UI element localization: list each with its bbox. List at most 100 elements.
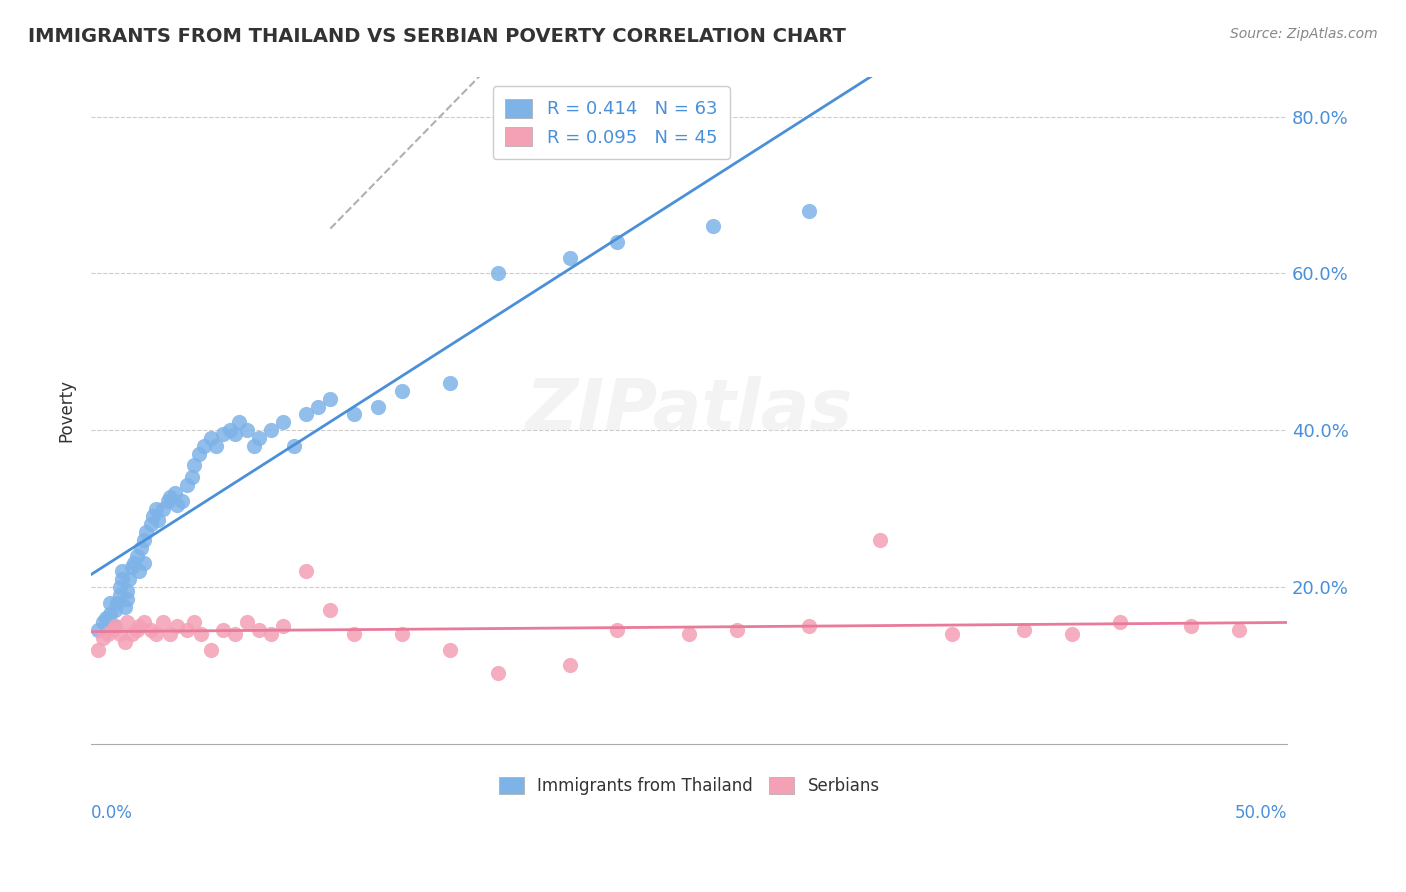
Point (486, 266, 509, 280)
Point (439, 376, 461, 391)
Point (128, 619, 150, 633)
Point (139, 517, 162, 532)
Point (1227, 623, 1250, 637)
Point (391, 384, 413, 398)
Point (163, 486, 186, 500)
Point (176, 478, 198, 492)
Point (180, 470, 202, 484)
Point (131, 541, 153, 555)
Point (115, 583, 138, 598)
Point (159, 490, 181, 504)
Point (319, 392, 342, 406)
Point (145, 627, 167, 641)
Point (235, 423, 257, 437)
Point (319, 603, 342, 617)
Point (108, 627, 131, 641)
Point (558, 251, 581, 265)
Point (187, 447, 209, 461)
Point (111, 572, 134, 586)
Point (101, 623, 124, 637)
Point (190, 627, 212, 641)
Point (98, 607, 121, 622)
Point (104, 619, 127, 633)
Point (183, 458, 205, 473)
Point (132, 615, 155, 630)
Point (107, 596, 129, 610)
Point (121, 627, 143, 641)
Point (247, 431, 270, 445)
Point (183, 615, 205, 630)
Point (678, 627, 700, 641)
Point (606, 623, 628, 637)
Point (125, 623, 148, 637)
Point (558, 658, 581, 673)
Point (259, 627, 281, 641)
Point (152, 501, 174, 516)
Point (94, 611, 117, 625)
Point (91, 615, 114, 630)
Point (166, 619, 188, 633)
Point (941, 627, 963, 641)
Point (271, 619, 294, 633)
Point (115, 591, 138, 606)
Point (218, 423, 240, 437)
Point (1012, 623, 1035, 637)
Point (176, 623, 198, 637)
Point (135, 524, 157, 539)
Point (200, 431, 222, 445)
Point (146, 513, 169, 527)
Point (159, 627, 181, 641)
Point (204, 439, 226, 453)
Point (132, 557, 155, 571)
Text: Source: ZipAtlas.com: Source: ZipAtlas.com (1230, 27, 1378, 41)
Point (211, 623, 233, 637)
Text: 50.0%: 50.0% (1234, 804, 1286, 822)
Point (228, 415, 250, 429)
Point (1060, 627, 1083, 641)
Point (87, 642, 110, 657)
Point (211, 427, 233, 442)
Point (295, 564, 318, 578)
Point (91, 631, 114, 645)
Point (295, 408, 318, 422)
Point (797, 203, 820, 218)
Point (139, 623, 162, 637)
Point (797, 619, 820, 633)
Point (259, 423, 281, 437)
Point (87, 623, 110, 637)
Point (108, 588, 131, 602)
Point (486, 666, 509, 681)
Point (108, 580, 131, 594)
Point (224, 627, 246, 641)
Point (271, 415, 294, 429)
Point (125, 549, 148, 563)
Text: IMMIGRANTS FROM THAILAND VS SERBIAN POVERTY CORRELATION CHART: IMMIGRANTS FROM THAILAND VS SERBIAN POVE… (28, 27, 846, 45)
Point (702, 219, 724, 234)
Point (104, 619, 127, 633)
Point (142, 509, 165, 524)
Point (391, 627, 413, 641)
Point (166, 498, 188, 512)
Point (145, 501, 167, 516)
Text: 0.0%: 0.0% (91, 804, 134, 822)
Legend: Immigrants from Thailand, Serbians: Immigrants from Thailand, Serbians (492, 771, 886, 802)
Point (111, 564, 134, 578)
Point (725, 623, 748, 637)
Point (115, 615, 138, 630)
Point (243, 439, 266, 453)
Point (224, 427, 246, 442)
Point (343, 408, 366, 422)
Point (128, 564, 150, 578)
Point (1108, 615, 1130, 630)
Point (606, 235, 628, 249)
Point (152, 615, 174, 630)
Point (193, 439, 215, 453)
Point (283, 439, 305, 453)
Point (439, 642, 461, 657)
Point (114, 599, 136, 614)
Point (156, 493, 179, 508)
Point (869, 533, 891, 547)
Point (118, 572, 141, 586)
Point (1180, 619, 1202, 633)
Text: ZIPatlas: ZIPatlas (526, 376, 853, 445)
